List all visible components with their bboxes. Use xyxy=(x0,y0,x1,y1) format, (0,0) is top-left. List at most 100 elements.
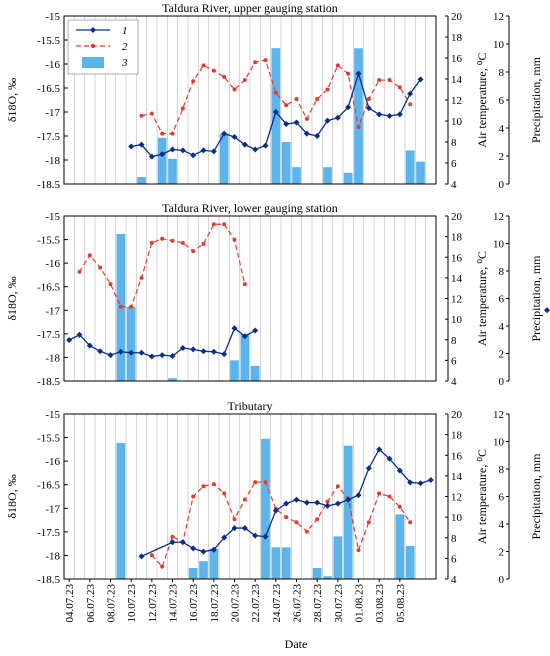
temperature-tick-label: 6 xyxy=(451,355,457,367)
precip-bar xyxy=(137,177,146,184)
panel-2: -15-15.5-16-16.5-17-17.5-18-18.520181614… xyxy=(5,201,550,388)
x-tick-label: 10.07.23 xyxy=(126,584,138,623)
isotope-point xyxy=(190,152,197,159)
isotope-point xyxy=(200,147,207,154)
precip-bar xyxy=(219,133,229,184)
isotope-point xyxy=(179,345,186,351)
isotope-point xyxy=(345,104,352,111)
left-tick-label: -17.5 xyxy=(37,329,60,341)
temperature-tick-label: 16 xyxy=(451,53,463,65)
isotope-point xyxy=(334,500,341,507)
temperature-point xyxy=(335,63,340,68)
temperature-point xyxy=(346,71,351,76)
isotope-point xyxy=(107,352,114,359)
temperature-point xyxy=(118,304,123,309)
temperature-point xyxy=(222,222,227,227)
temperature-point xyxy=(397,504,402,509)
isotope-point xyxy=(169,539,176,546)
precip-bar xyxy=(323,167,332,184)
x-tick-label: 28.07.23 xyxy=(312,584,324,623)
legend-swatch-bar xyxy=(82,57,104,68)
left-tick-label: -16.5 xyxy=(37,83,60,95)
precip-bar xyxy=(116,442,126,579)
temperature-tick-label: 10 xyxy=(451,116,463,128)
temperature-point xyxy=(149,240,154,245)
left-tick-label: -16 xyxy=(45,59,60,71)
left-tick-label: -16.5 xyxy=(37,480,60,492)
precip-bar xyxy=(271,547,281,579)
temperature-point xyxy=(201,63,206,68)
temperature-point xyxy=(160,131,165,136)
precip-bar xyxy=(230,360,239,381)
isotope-point xyxy=(324,117,331,124)
isotope-point xyxy=(386,455,393,462)
isotope-point xyxy=(314,499,321,506)
isotope-point xyxy=(293,119,300,126)
temperature-point xyxy=(387,494,392,499)
temperature-point xyxy=(222,491,227,496)
temperature-point xyxy=(356,548,361,553)
isotope-point xyxy=(128,349,135,356)
temperature-point xyxy=(284,103,289,108)
isotope-point xyxy=(293,496,300,503)
precip-bar xyxy=(168,158,177,184)
temperature-point xyxy=(191,79,196,84)
panel-3: -15-15.5-16-16.5-17-17.5-18-18.520181614… xyxy=(5,399,543,586)
temperature-tick-label: 8 xyxy=(451,137,457,149)
precip-tick-label: 0 xyxy=(499,376,505,388)
temperature-tick-label: 10 xyxy=(451,512,463,524)
panel-title: Taldura River, upper gauging station xyxy=(162,1,338,15)
temperature-point xyxy=(149,111,154,116)
temperature-point xyxy=(304,116,309,121)
isotope-point xyxy=(221,351,228,358)
temperature-tick-label: 16 xyxy=(451,252,463,264)
isotope-point xyxy=(190,346,197,353)
temperature-point xyxy=(160,236,165,241)
isotope-point xyxy=(138,141,145,148)
precip-bar xyxy=(416,161,425,184)
isotope-point xyxy=(252,146,259,153)
temperature-point xyxy=(377,491,382,496)
temperature-point xyxy=(170,534,175,539)
precip-axis-label: Precipitation, mm xyxy=(529,56,543,143)
precip-tick-label: 10 xyxy=(493,437,505,449)
isotope-point xyxy=(128,143,135,150)
isotope-point xyxy=(138,349,145,356)
x-tick-label: 20.07.23 xyxy=(230,584,242,623)
precip-bar xyxy=(271,48,281,185)
temperature-point xyxy=(180,106,185,111)
isotope-point xyxy=(76,331,83,338)
isotope-point xyxy=(334,114,341,121)
isotope-point xyxy=(231,133,238,140)
temperature-point xyxy=(211,68,216,73)
isotope-point xyxy=(231,525,238,532)
precip-bar xyxy=(405,150,415,184)
isotope-point xyxy=(417,480,424,487)
temperature-point xyxy=(232,517,237,522)
left-tick-label: -15.5 xyxy=(37,35,60,47)
x-axis: 04.07.23 06.07.23 08.07.23 10.07.23 12.07.23… xyxy=(64,579,407,623)
temperature-point xyxy=(335,484,340,489)
precip-tick-label: 4 xyxy=(499,519,505,531)
plot-frame xyxy=(63,15,437,185)
precip-tick-label: 10 xyxy=(493,239,505,251)
temperature-axis-label: Air temperature, ⁰C xyxy=(475,52,489,147)
isotope-point xyxy=(283,500,290,507)
isotope-point xyxy=(252,532,259,539)
temperature-tick-label: 16 xyxy=(451,450,463,462)
precip-bar xyxy=(250,365,260,381)
panel-1: -15-15.5-16-16.5-17-17.5-18-18.520181614… xyxy=(5,1,543,191)
left-tick-label: -18 xyxy=(45,155,60,167)
precip-bar xyxy=(343,172,353,184)
isotope-point xyxy=(324,502,331,509)
temperature-tick-label: 4 xyxy=(451,179,457,191)
temperature-point xyxy=(377,78,382,83)
isotope-point xyxy=(138,553,145,560)
isotope-point xyxy=(241,333,248,340)
temperature-point xyxy=(387,78,392,83)
precip-tick-label: 12 xyxy=(493,409,504,421)
x-tick-label: 06.07.23 xyxy=(85,584,97,623)
temperature-point xyxy=(98,265,103,270)
panel-title: Taldura River, lower gauging station xyxy=(162,201,338,215)
panel-title: Tributary xyxy=(228,399,273,413)
